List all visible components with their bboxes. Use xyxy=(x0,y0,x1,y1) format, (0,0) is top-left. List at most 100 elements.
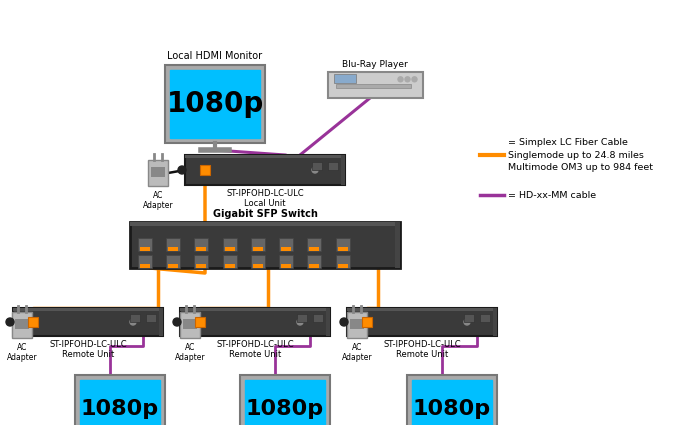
Bar xyxy=(146,314,156,322)
Bar xyxy=(313,314,323,322)
Circle shape xyxy=(398,77,403,82)
Bar xyxy=(307,255,321,268)
Bar xyxy=(130,222,400,268)
Bar xyxy=(297,314,307,322)
Bar xyxy=(347,312,367,338)
Bar xyxy=(312,162,322,170)
Bar xyxy=(335,238,350,251)
Bar xyxy=(130,222,400,226)
Bar xyxy=(407,375,497,425)
Bar xyxy=(225,264,235,268)
Bar xyxy=(333,74,356,83)
Text: 1080p: 1080p xyxy=(166,90,264,118)
Bar xyxy=(168,264,178,268)
Bar xyxy=(347,308,497,336)
Bar xyxy=(196,264,207,268)
Bar xyxy=(180,308,330,311)
Text: 1080p: 1080p xyxy=(81,399,159,419)
Bar xyxy=(253,264,263,268)
Bar xyxy=(159,308,163,336)
Bar xyxy=(412,380,492,425)
Circle shape xyxy=(6,318,14,326)
Bar xyxy=(279,238,293,251)
Bar xyxy=(183,324,197,329)
Bar xyxy=(80,380,160,425)
Text: AC
Adapter: AC Adapter xyxy=(142,191,173,210)
Text: ST-IPFOHD-LC-ULC
Local Unit: ST-IPFOHD-LC-ULC Local Unit xyxy=(226,189,304,208)
Bar xyxy=(350,319,364,324)
Bar xyxy=(327,72,423,98)
Bar xyxy=(395,222,400,268)
Text: AC
Adapter: AC Adapter xyxy=(7,343,37,363)
Circle shape xyxy=(464,319,470,325)
Bar xyxy=(195,317,205,327)
Bar xyxy=(338,246,348,251)
Bar xyxy=(166,238,180,251)
Bar xyxy=(223,255,237,268)
Text: = HD-xx-MM cable: = HD-xx-MM cable xyxy=(508,190,596,199)
Bar xyxy=(281,246,291,251)
Bar xyxy=(196,246,207,251)
Bar xyxy=(279,255,293,268)
Bar xyxy=(185,155,345,185)
Bar xyxy=(28,317,38,327)
Bar xyxy=(165,65,265,143)
Bar xyxy=(166,255,180,268)
Bar xyxy=(12,312,32,338)
Bar xyxy=(13,308,163,311)
Text: Local HDMI Monitor: Local HDMI Monitor xyxy=(167,51,263,61)
Text: ST-IPFOHD-LC-ULC
Remote Unit: ST-IPFOHD-LC-ULC Remote Unit xyxy=(49,340,127,360)
Bar xyxy=(307,238,321,251)
Bar xyxy=(245,380,325,425)
Bar xyxy=(335,255,350,268)
Bar xyxy=(140,264,150,268)
Bar xyxy=(309,264,319,268)
Text: AC
Adapter: AC Adapter xyxy=(342,343,373,363)
Circle shape xyxy=(297,319,303,325)
Bar xyxy=(347,308,497,311)
Bar xyxy=(185,155,345,158)
Bar xyxy=(168,246,178,251)
Bar xyxy=(328,162,338,170)
Bar xyxy=(138,238,152,251)
Bar xyxy=(251,238,265,251)
Circle shape xyxy=(340,318,348,326)
Bar xyxy=(309,246,319,251)
Circle shape xyxy=(130,319,136,325)
Bar xyxy=(194,238,209,251)
Bar xyxy=(180,308,330,336)
Bar xyxy=(170,70,260,138)
Circle shape xyxy=(173,318,181,326)
Bar xyxy=(493,308,497,336)
Bar xyxy=(480,314,490,322)
Bar xyxy=(151,172,165,177)
Circle shape xyxy=(412,77,417,82)
Circle shape xyxy=(178,166,186,174)
Bar xyxy=(335,84,410,88)
Bar xyxy=(362,317,372,327)
Bar xyxy=(464,314,474,322)
Bar xyxy=(183,319,197,324)
Text: ST-IPFOHD-LC-ULC
Remote Unit: ST-IPFOHD-LC-ULC Remote Unit xyxy=(216,340,294,360)
Circle shape xyxy=(405,77,410,82)
Bar xyxy=(240,375,330,425)
Circle shape xyxy=(312,167,318,173)
Bar xyxy=(341,155,345,185)
Bar xyxy=(225,246,235,251)
Bar xyxy=(13,308,163,336)
Bar xyxy=(15,319,29,324)
Bar xyxy=(281,264,291,268)
Bar xyxy=(130,314,140,322)
Bar xyxy=(75,375,165,425)
Bar xyxy=(326,308,330,336)
Text: AC
Adapter: AC Adapter xyxy=(175,343,205,363)
Bar xyxy=(15,324,29,329)
Text: 1080p: 1080p xyxy=(246,399,324,419)
Bar xyxy=(180,312,200,338)
Text: 1080p: 1080p xyxy=(413,399,491,419)
Text: ST-IPFOHD-LC-ULC
Remote Unit: ST-IPFOHD-LC-ULC Remote Unit xyxy=(383,340,461,360)
Bar xyxy=(148,160,168,186)
Text: = Simplex LC Fiber Cable
Singlemode up to 24.8 miles
Multimode OM3 up to 984 fee: = Simplex LC Fiber Cable Singlemode up t… xyxy=(508,138,653,172)
Bar xyxy=(194,255,209,268)
Bar xyxy=(140,246,150,251)
